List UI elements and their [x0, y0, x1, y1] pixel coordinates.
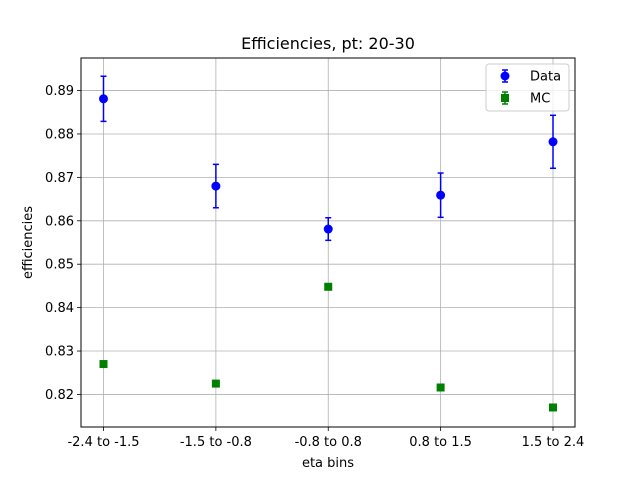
y-tick-label: 0.82	[45, 388, 74, 403]
mc-point	[549, 403, 557, 412]
data-series	[99, 75, 558, 412]
legend-marker-mc	[501, 94, 509, 102]
data-point	[211, 181, 221, 191]
x-tick-label: -0.8 to 0.8	[295, 435, 362, 450]
plot-frame	[80, 57, 576, 428]
x-axis-label: eta bins	[302, 456, 354, 471]
legend-marker-data	[500, 71, 510, 81]
legend: Data MC	[485, 63, 570, 112]
x-tick-label: -2.4 to -1.5	[67, 435, 139, 450]
y-tick-label: 0.84	[45, 301, 74, 316]
mc-point	[211, 379, 220, 388]
chart-title: Efficiencies, pt: 20-30	[241, 34, 415, 53]
y-tick-label: 0.87	[45, 171, 74, 186]
y-axis-ticks: 0.82 0.83 0.84 0.85 0.86 0.87 0.88 0.89	[45, 84, 81, 403]
data-point	[436, 190, 446, 200]
series-mc	[99, 282, 557, 412]
y-tick-label: 0.83	[45, 345, 74, 360]
y-tick-label: 0.85	[45, 258, 74, 273]
y-tick-label: 0.86	[45, 214, 74, 229]
mc-point	[436, 383, 445, 392]
plot-area: -2.4 to -1.5 -1.5 to -0.8 -0.8 to 0.8 0.8 t…	[45, 57, 584, 450]
legend-label: MC	[530, 92, 550, 107]
x-axis-ticks: -2.4 to -1.5 -1.5 to -0.8 -0.8 to 0.8 0.8 t…	[67, 427, 584, 450]
x-tick-label: 1.5 to 2.4	[522, 435, 585, 450]
x-tick-label: 0.8 to 1.5	[409, 435, 472, 450]
data-point	[548, 137, 558, 147]
y-tick-label: 0.89	[45, 84, 74, 99]
data-point	[323, 224, 333, 234]
mc-point	[324, 282, 333, 291]
x-tick-label: -1.5 to -0.8	[180, 435, 252, 450]
y-axis-label: efficiencies	[21, 206, 36, 279]
y-tick-label: 0.88	[45, 127, 74, 142]
legend-label: Data	[530, 70, 561, 85]
mc-point	[99, 360, 108, 369]
series-data	[99, 75, 558, 242]
data-point	[99, 94, 108, 104]
